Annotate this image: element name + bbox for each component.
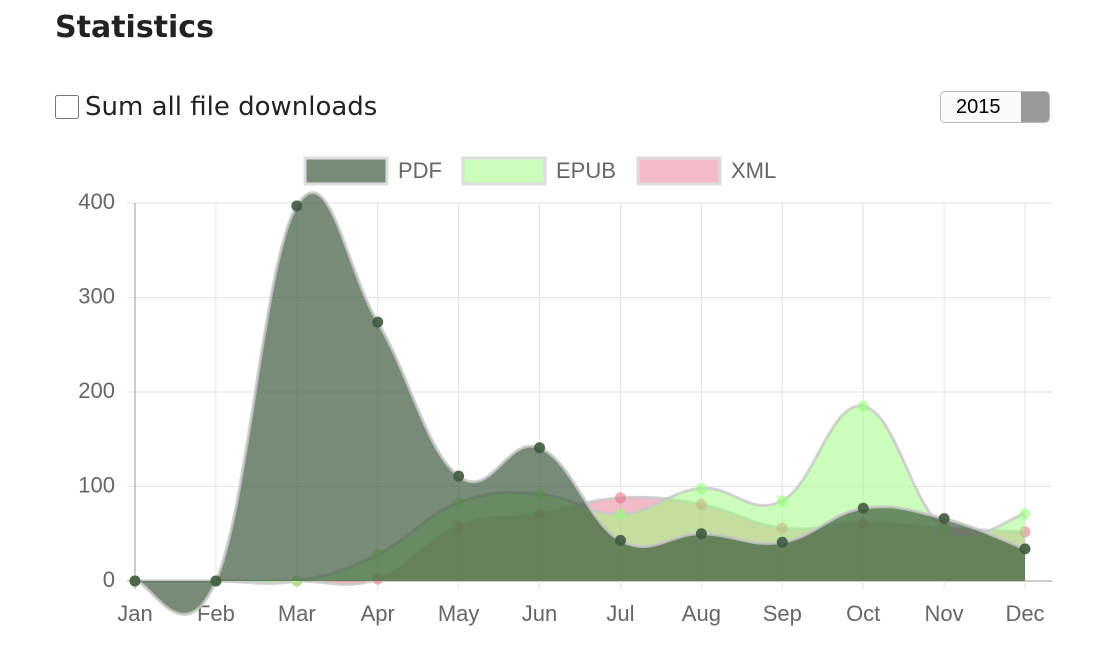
series-line [134,191,1026,616]
legend-swatch [461,156,547,186]
sum-label: Sum all file downloads [85,92,378,122]
data-point [129,575,141,587]
data-point [291,200,303,212]
x-tick-label: May [438,601,480,626]
y-tick-label: 200 [78,378,115,403]
data-point [1019,543,1031,555]
data-point [938,513,950,525]
section-title: Statistics [55,10,214,45]
data-point [857,502,869,514]
data-point [210,575,222,587]
sum-toggle[interactable]: Sum all file downloads [53,92,377,122]
x-tick-label: Sep [763,601,802,626]
y-tick-label: 0 [103,567,115,592]
year-select[interactable]: 2015 [940,91,1050,123]
select-arrow [1021,92,1049,122]
x-tick-label: Nov [925,601,964,626]
data-point [776,536,788,548]
data-point [614,492,626,504]
legend-swatch [636,156,722,186]
data-point [534,442,546,454]
x-tick-label: Apr [361,601,395,626]
x-tick-label: Aug [682,601,721,626]
legend-label: XML [731,158,776,183]
data-point [372,316,384,328]
data-point [453,470,465,482]
data-point [614,508,626,520]
x-tick-label: Jan [117,601,152,626]
data-point [776,495,788,507]
y-tick-label: 300 [78,283,115,308]
data-point [614,534,626,546]
x-tick-label: Jul [606,601,634,626]
sum-checkbox[interactable] [55,95,79,119]
data-point [1019,508,1031,520]
data-point [695,482,707,494]
data-point [695,528,707,540]
legend-label: EPUB [556,158,616,183]
x-tick-label: Oct [846,601,880,626]
y-tick-label: 400 [78,189,115,214]
legend-label: PDF [398,158,442,183]
series-area [135,192,1025,615]
y-tick-label: 100 [78,472,115,497]
x-tick-label: Mar [278,601,316,626]
legend-swatch [303,156,389,186]
x-tick-label: Dec [1005,601,1044,626]
data-point [857,400,869,412]
year-value: 2015 [956,95,1001,118]
x-tick-label: Jun [522,601,557,626]
